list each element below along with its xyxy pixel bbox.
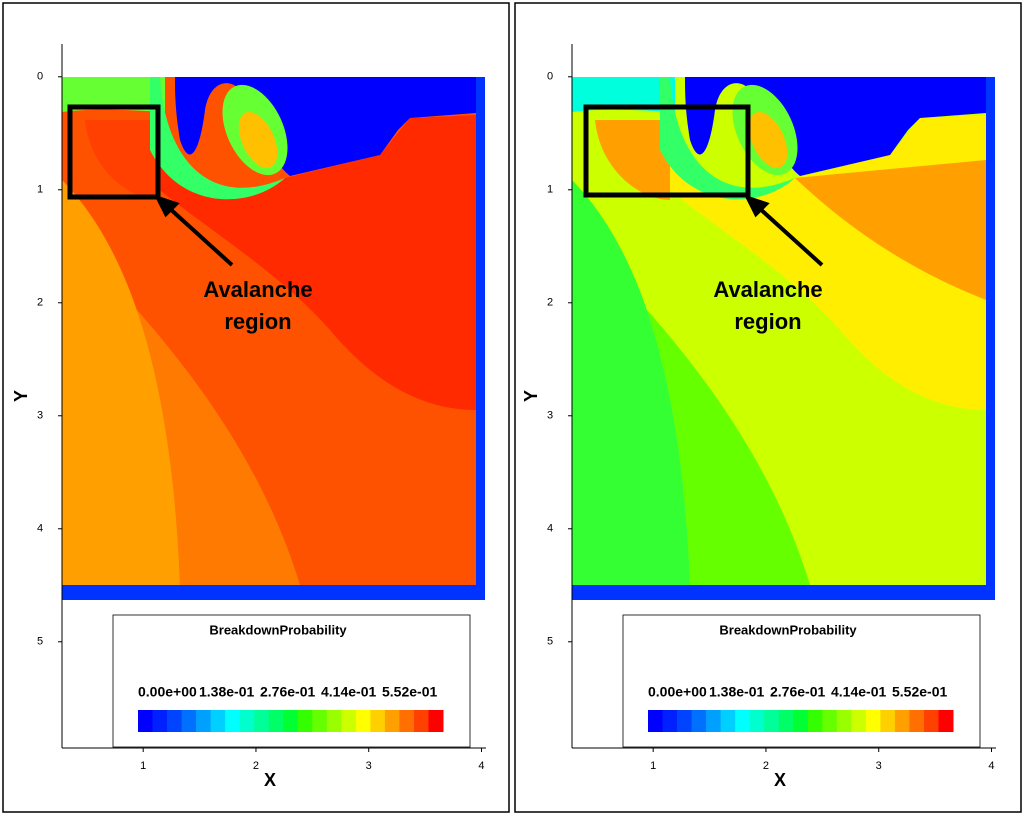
annotation: region xyxy=(224,309,291,334)
colorbar-swatch xyxy=(880,710,896,732)
colorbar-swatch xyxy=(822,710,838,732)
arrow xyxy=(154,194,824,267)
colorbar-swatch xyxy=(909,710,925,732)
colorbar-swatch xyxy=(239,710,255,732)
x-tick-label: 4 xyxy=(988,760,994,772)
x-tick-label: 4 xyxy=(478,760,484,772)
y-tick-label: 1 xyxy=(547,184,553,196)
colorbar-swatch xyxy=(851,710,867,732)
colorbar-swatch xyxy=(677,710,693,732)
y-tick-label: 3 xyxy=(547,410,553,422)
colorbar-swatch xyxy=(181,710,197,732)
colorbar-swatch xyxy=(326,710,342,732)
x-axis-label: X xyxy=(264,770,276,790)
colorbar-swatch xyxy=(764,710,780,732)
colorbar-swatch xyxy=(355,710,371,732)
annotation: Avalanche xyxy=(713,277,822,302)
colorbar-tick-label: 2.76e-01 xyxy=(260,684,315,700)
y-tick-label: 2 xyxy=(37,297,43,309)
colorbar-tick-label: 1.38e-01 xyxy=(709,684,764,700)
colorbar-swatch xyxy=(749,710,765,732)
y-tick-label: 0 xyxy=(547,71,553,83)
y-tick-label: 2 xyxy=(547,297,553,309)
colorbar-swatch xyxy=(268,710,284,732)
colorbar-tick-label: 4.14e-01 xyxy=(321,684,376,700)
panel-frame xyxy=(514,2,1022,813)
y-tick-label: 0 xyxy=(37,71,43,83)
colorbar-swatch xyxy=(196,710,212,732)
colorbar-swatch xyxy=(938,710,954,732)
y-tick-label: 4 xyxy=(547,523,553,535)
colorbar-swatch xyxy=(370,710,386,732)
x-tick-label: 1 xyxy=(650,760,656,772)
y-axis-label: Y xyxy=(11,390,31,402)
colorbar-swatch xyxy=(225,710,241,732)
colorbar-swatch xyxy=(384,710,400,732)
field xyxy=(572,74,995,600)
highlight xyxy=(67,104,751,200)
x-tick-label: 2 xyxy=(253,760,259,772)
colorbar-swatch xyxy=(428,710,444,732)
x-tick-label: 1 xyxy=(140,760,146,772)
y-tick-label: 5 xyxy=(547,636,553,648)
y-tick-label: 1 xyxy=(37,184,43,196)
colorbar-tick-label: 4.14e-01 xyxy=(831,684,886,700)
colorbar-swatch xyxy=(283,710,299,732)
colorbar-tick-label: 0.00e+00 xyxy=(138,684,197,700)
colorbar-swatch xyxy=(297,710,313,732)
colorbar-swatch xyxy=(894,710,910,732)
x-tick-label: 2 xyxy=(763,760,769,772)
y-tick-label: 4 xyxy=(37,523,43,535)
colorbar-swatch xyxy=(807,710,823,732)
y-tick-label: 3 xyxy=(37,410,43,422)
colorbar-tick-label: 5.52e-01 xyxy=(382,684,437,700)
annotation: Avalanche xyxy=(203,277,312,302)
y-axis-label: Y xyxy=(521,390,541,402)
x-axis-label: X xyxy=(774,770,786,790)
y-tick-label: 5 xyxy=(37,636,43,648)
colorbar-tick-label: 2.76e-01 xyxy=(770,684,825,700)
colorbar-swatch xyxy=(662,710,678,732)
colorbar-tick-label: 0.00e+00 xyxy=(648,684,707,700)
colorbar-tick-label: 1.38e-01 xyxy=(199,684,254,700)
colorbar-swatch xyxy=(735,710,751,732)
colorbar-swatch xyxy=(778,710,794,732)
colorbar-swatch xyxy=(413,710,429,732)
colorbar-swatch xyxy=(210,710,226,732)
annotation: region xyxy=(734,309,801,334)
colorbar-tick-label: 5.52e-01 xyxy=(892,684,947,700)
colorbar-swatch xyxy=(923,710,939,732)
colorbar-swatch xyxy=(254,710,270,732)
colorbar-swatch xyxy=(836,710,852,732)
colorbar-swatch xyxy=(648,710,664,732)
colorbar-swatch xyxy=(312,710,328,732)
colorbar-title: BreakdownProbability xyxy=(209,622,347,637)
colorbar-swatch xyxy=(152,710,168,732)
colorbar-swatch xyxy=(167,710,183,732)
colorbar-swatch xyxy=(691,710,707,732)
colorbar-swatch xyxy=(865,710,881,732)
panel-frame xyxy=(2,2,510,813)
field xyxy=(62,74,485,600)
colorbar-swatch xyxy=(341,710,357,732)
colorbar-swatch xyxy=(399,710,415,732)
colorbar-title: BreakdownProbability xyxy=(719,622,857,637)
colorbar-swatch xyxy=(138,710,154,732)
colorbar-swatch xyxy=(720,710,736,732)
x-tick-label: 3 xyxy=(366,760,372,772)
x-tick-label: 3 xyxy=(876,760,882,772)
colorbar-swatch xyxy=(793,710,809,732)
colorbar-swatch xyxy=(706,710,722,732)
